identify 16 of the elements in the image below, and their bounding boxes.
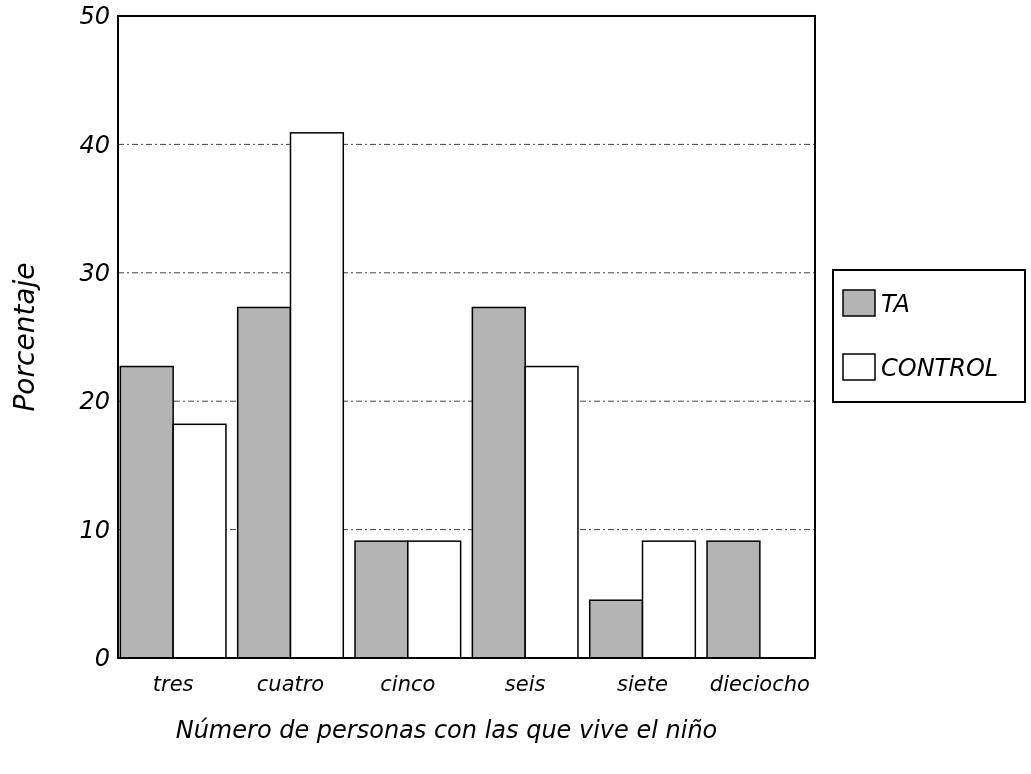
y-tick-label: 0 <box>94 644 110 673</box>
x-tick-label: seis <box>504 671 546 696</box>
y-tick-label: 30 <box>79 258 110 287</box>
legend-label: CONTROL <box>881 354 999 382</box>
y-axis-title: Porcentaje <box>8 262 41 412</box>
x-tick-label: cuatro <box>256 671 325 696</box>
legend-label: TA <box>881 290 910 318</box>
x-axis-title: Número de personas con las que vive el niño <box>175 716 718 744</box>
y-tick-label: 10 <box>79 515 110 544</box>
y-tick-label: 50 <box>79 2 110 31</box>
y-tick-label: 40 <box>79 130 110 159</box>
x-tick-label: tres <box>152 671 194 696</box>
x-tick-label: dieciocho <box>709 671 810 696</box>
x-tick-label: cinco <box>380 671 436 696</box>
y-tick-label: 20 <box>79 387 110 416</box>
x-tick-label: siete <box>617 671 668 696</box>
